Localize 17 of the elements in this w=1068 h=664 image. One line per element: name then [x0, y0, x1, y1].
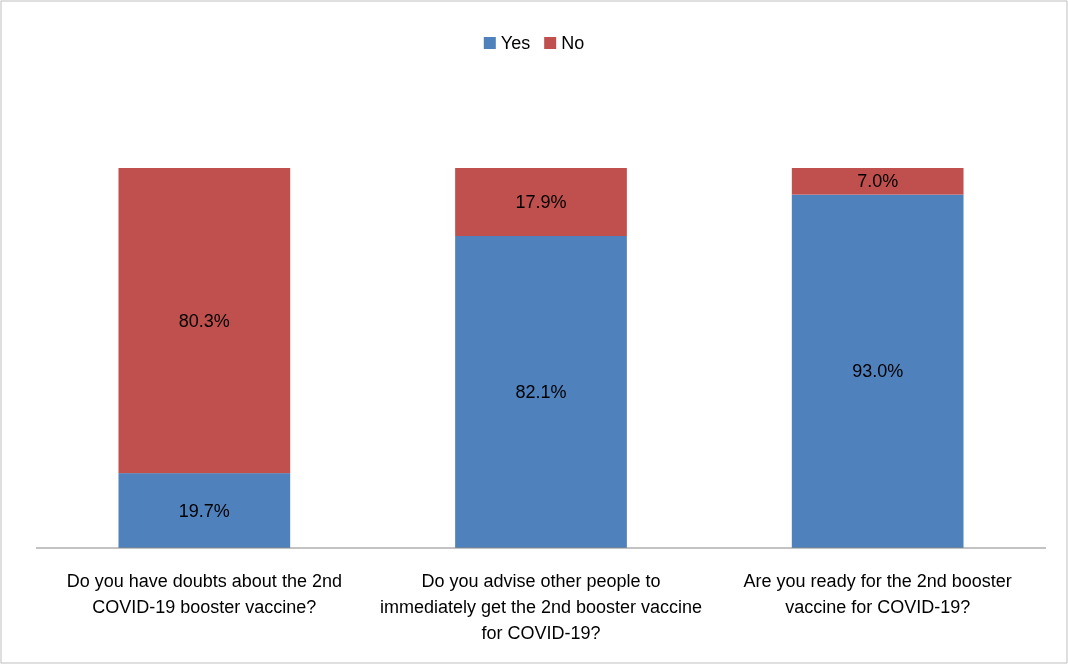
x-tick-label: Do you advise other people to immediately get the 2nd booster vaccine for COVID-19?: [379, 571, 703, 643]
bar: [118, 168, 291, 474]
legend-label: No: [561, 33, 585, 53]
bar: [791, 168, 964, 195]
data-label: 80.3%: [178, 310, 230, 331]
data-label: 17.9%: [515, 192, 567, 213]
legend-label: Yes: [500, 33, 531, 53]
bar: [791, 194, 964, 548]
data-label: 82.1%: [515, 382, 567, 403]
x-tick-label: Do you have doubts about the 2nd COVID-19 booster vaccine?: [66, 571, 342, 617]
bar: [455, 236, 627, 548]
bar: [455, 168, 627, 237]
data-label: 19.7%: [178, 500, 230, 521]
bar: [118, 473, 291, 548]
x-tick-label: Are you ready for the 2nd booster vaccine for COVID-19?: [743, 571, 1012, 617]
data-label: 7.0%: [857, 171, 899, 192]
data-label: 93.0%: [852, 361, 904, 382]
